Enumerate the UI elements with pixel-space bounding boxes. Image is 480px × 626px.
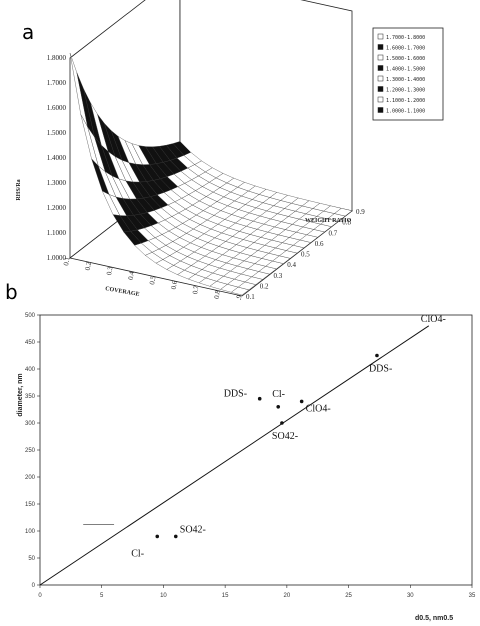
y-tick-label: 0.4 <box>287 261 296 269</box>
point-label: SO42- <box>272 431 298 442</box>
surface-cell <box>172 141 192 156</box>
y-tick-label: 50 <box>28 556 35 562</box>
legend-entry: 1.1000-1.2000 <box>386 98 425 104</box>
point-label: Cl- <box>272 389 285 400</box>
x-tick-label: 0.6 <box>170 280 179 290</box>
y-tick-label: 0.6 <box>315 240 324 248</box>
y-tick-label: 150 <box>25 502 36 508</box>
x-axis-label: d0.5, nm0.5 <box>415 615 453 622</box>
legend-swatch <box>377 107 384 113</box>
fit-line <box>39 325 430 586</box>
legend-swatch <box>377 44 384 50</box>
data-point <box>299 399 304 404</box>
y-tick-label: 0.5 <box>301 251 310 259</box>
legend-swatch <box>377 33 384 40</box>
legend-entry: 1.2000-1.3000 <box>386 88 425 94</box>
z-tick-label: 1.0000 <box>47 254 67 262</box>
x-tick-label: 30 <box>407 593 414 599</box>
surface-mesh <box>69 52 353 296</box>
point-label: DDS- <box>224 389 247 400</box>
y-axis-label: WEIGHT RATIO <box>305 218 352 224</box>
y-tick-label: 0.8 <box>342 219 351 227</box>
data-point <box>257 396 262 401</box>
z-tick-label: 1.2000 <box>47 204 67 212</box>
x-tick-label: 5 <box>100 593 104 599</box>
y-tick-label: 200 <box>25 475 36 481</box>
legend-entry: 1.6000-1.7000 <box>386 46 425 52</box>
y-tick-label: 350 <box>25 394 36 400</box>
data-point <box>375 353 379 358</box>
legend-entry: 1.5000-1.6000 <box>386 56 425 62</box>
y-tick-label: 100 <box>25 529 36 535</box>
z-axis-label: RHS/Ra <box>16 179 22 200</box>
y-tick-label: 250 <box>25 448 36 454</box>
y-tick-label: 400 <box>25 367 36 373</box>
z-tick-label: 1.8000 <box>47 54 67 62</box>
y-tick-label: 300 <box>25 421 36 427</box>
point-label: SO42- <box>180 524 206 535</box>
point-label: ClO4- <box>306 403 331 414</box>
y-tick-label: 0 <box>32 583 36 589</box>
x-tick-label: 0.3 <box>105 265 114 275</box>
y-tick-label: 450 <box>25 340 36 346</box>
point-label: DDS- <box>369 364 392 375</box>
point-label: Cl- <box>131 548 144 559</box>
data-point <box>276 405 281 409</box>
y-tick-label: 0.2 <box>260 282 269 290</box>
data-point <box>280 421 284 425</box>
plot-area <box>39 314 473 586</box>
z-tick-label: 1.6000 <box>47 104 67 112</box>
x-tick-label: 0.4 <box>127 270 136 280</box>
z-tick-label: 1.7000 <box>47 79 67 87</box>
z-tick-label: 1.3000 <box>47 179 67 187</box>
y-tick-label: 500 <box>25 313 36 319</box>
y-axis-label: diameter, nm <box>17 373 24 416</box>
z-tick-label: 1.1000 <box>47 229 67 237</box>
z-tick-label: 1.4000 <box>47 154 67 162</box>
legend-swatch <box>377 96 384 103</box>
legend-swatch <box>377 75 384 82</box>
legend-entry: 1.0000-1.1000 <box>386 109 425 115</box>
x-tick-label: 0.2 <box>84 261 93 271</box>
x-tick-label: 0 <box>38 593 42 599</box>
x-tick-label: 0.5 <box>148 275 157 285</box>
x-tick-label: 15 <box>222 593 229 599</box>
x-tick-label: 0.7 <box>191 284 200 294</box>
x-tick-label: 10 <box>160 593 167 599</box>
data-point <box>155 534 160 539</box>
panel-a-label: a <box>22 20 35 44</box>
legend-entry: 1.3000-1.4000 <box>386 77 425 83</box>
surface-chart: 1.8000 1.7000 1.6000 1.5000 1.4000 1.3000 1.20… <box>16 0 444 300</box>
annotation-label: ClO4- <box>421 314 446 325</box>
x-tick-label: 0.1 <box>62 256 71 266</box>
data-point <box>173 534 178 539</box>
panel-b-label: b <box>5 280 18 304</box>
y-tick-label: 0.7 <box>329 229 338 237</box>
x-tick-label: 35 <box>469 593 476 599</box>
y-tick-label: 0.3 <box>274 272 283 280</box>
legend-entry: 1.4000-1.5000 <box>386 67 425 73</box>
legend: 1.7000-1.8000 1.6000-1.7000 1.5000-1.6000 1… <box>372 27 444 121</box>
legend-swatch <box>377 86 384 92</box>
y-tick-label: 0.9 <box>356 208 365 216</box>
x-tick-label: 0.8 <box>213 289 222 299</box>
legend-swatch <box>377 54 384 61</box>
legend-swatch <box>377 65 384 71</box>
x-tick-label: 0.9 <box>234 294 243 300</box>
x-tick-label: 25 <box>345 593 352 599</box>
legend-entry: 1.7000-1.8000 <box>386 35 425 41</box>
legend-box <box>372 27 444 121</box>
z-tick-label: 1.5000 <box>47 129 67 137</box>
x-axis-label: COVERAGE <box>105 286 140 298</box>
y-tick-label: 0.1 <box>246 293 255 300</box>
x-tick-label: 20 <box>284 593 291 599</box>
